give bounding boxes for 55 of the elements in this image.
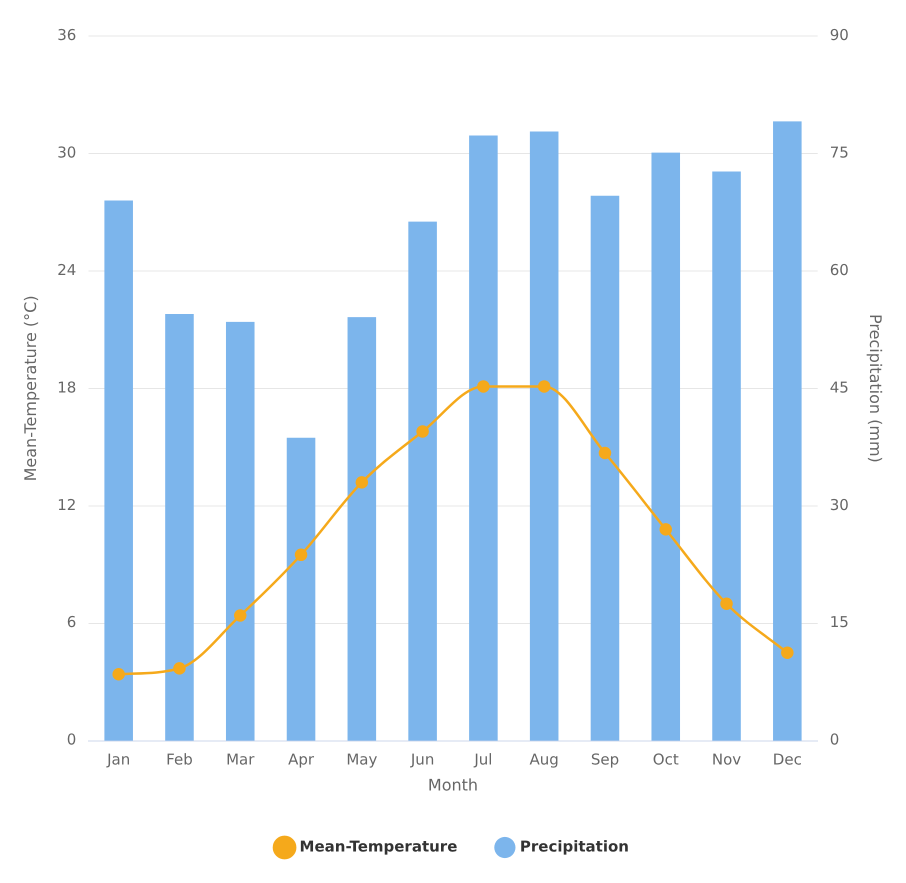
point <box>598 446 612 460</box>
y-tick-label: 18 <box>57 378 76 396</box>
bar <box>408 222 437 741</box>
bar <box>226 322 255 741</box>
y-tick-label: 12 <box>57 496 76 514</box>
bar <box>165 314 194 741</box>
x-tick-label: Apr <box>288 750 315 769</box>
y2-tick-label: 45 <box>830 378 849 396</box>
point <box>781 646 794 659</box>
y-tick-label: 36 <box>57 26 76 44</box>
y2-tick-label: 90 <box>830 26 849 44</box>
x-tick-label: Dec <box>772 750 802 769</box>
bar <box>469 135 498 741</box>
point <box>720 598 733 610</box>
x-tick-label: Jan <box>106 750 130 769</box>
y2-axis-title: Precipitation (mm) <box>866 314 886 463</box>
y-tick-label: 0 <box>66 730 76 749</box>
y-tick-label: 30 <box>57 143 76 162</box>
point <box>538 380 550 393</box>
bar <box>712 171 741 741</box>
point <box>294 548 308 562</box>
point <box>234 609 246 622</box>
bar <box>104 200 133 741</box>
y-tick-label: 24 <box>57 260 76 279</box>
point <box>112 668 125 680</box>
point <box>356 476 368 489</box>
x-tick-label: May <box>346 750 378 769</box>
x-tick-label: Nov <box>712 750 742 769</box>
bar <box>348 317 376 741</box>
y-tick-label: 6 <box>66 613 76 632</box>
bar <box>773 121 802 741</box>
x-tick-label: Aug <box>530 750 559 769</box>
y2-tick-label: 30 <box>830 496 849 514</box>
x-tick-label: Sep <box>590 750 620 769</box>
bar <box>590 196 620 741</box>
legend-label: Mean-Temperature <box>300 837 458 856</box>
bar <box>530 132 558 741</box>
y-axis-title: Mean-Temperature (°C) <box>20 295 40 482</box>
bar <box>286 438 316 741</box>
x-tick-label: Jun <box>410 750 434 769</box>
point <box>477 380 490 393</box>
point <box>660 523 672 536</box>
y2-tick-label: 0 <box>830 730 840 749</box>
x-tick-label: Feb <box>166 750 193 769</box>
bar <box>651 152 680 741</box>
point <box>416 425 429 438</box>
point <box>173 662 186 675</box>
x-tick-label: Jul <box>473 750 492 769</box>
x-axis-title: Month <box>428 776 478 795</box>
y2-tick-label: 60 <box>830 260 849 279</box>
legend-label: Precipitation <box>520 837 629 856</box>
y2-tick-label: 15 <box>830 613 849 632</box>
x-tick-label: Oct <box>652 750 679 769</box>
y2-tick-label: 75 <box>830 143 849 162</box>
x-tick-label: Mar <box>226 750 256 769</box>
